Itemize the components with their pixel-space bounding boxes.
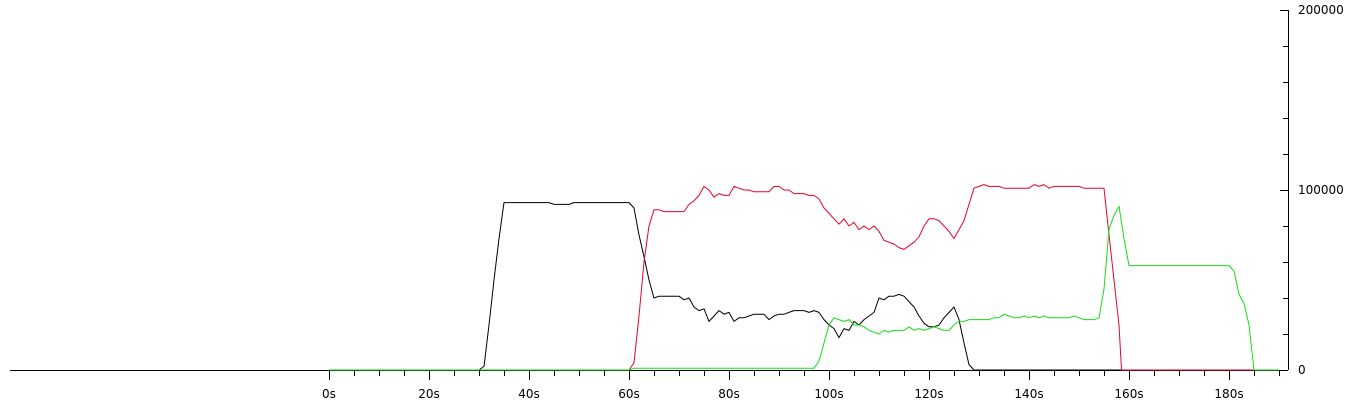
x-tick-label: 60s: [618, 387, 640, 401]
series-layer: [329, 184, 1279, 371]
series-line-1: [329, 202, 1279, 371]
x-tick-label: 180s: [1214, 387, 1243, 401]
x-tick-label: 0s: [322, 387, 336, 401]
x-tick-label: 140s: [1014, 387, 1043, 401]
x-tick-label: 20s: [418, 387, 440, 401]
y-axis: 0 100000 200000: [1280, 3, 1344, 377]
x-tick-label: 100s: [814, 387, 843, 401]
series-line-2: [329, 184, 1279, 371]
x-tick-label: 160s: [1114, 387, 1143, 401]
x-tick-label: 120s: [914, 387, 943, 401]
y-tick-label: 0: [1298, 363, 1306, 377]
series-line-3: [329, 205, 1279, 371]
y-tick-label: 100000: [1298, 183, 1344, 197]
x-axis: 0s 20s 40s 60s 80s 100s 120s 140s 160s 180s: [10, 370, 1288, 401]
x-tick-label: 80s: [718, 387, 740, 401]
y-tick-label: 200000: [1298, 3, 1344, 17]
x-tick-label: 40s: [518, 387, 540, 401]
